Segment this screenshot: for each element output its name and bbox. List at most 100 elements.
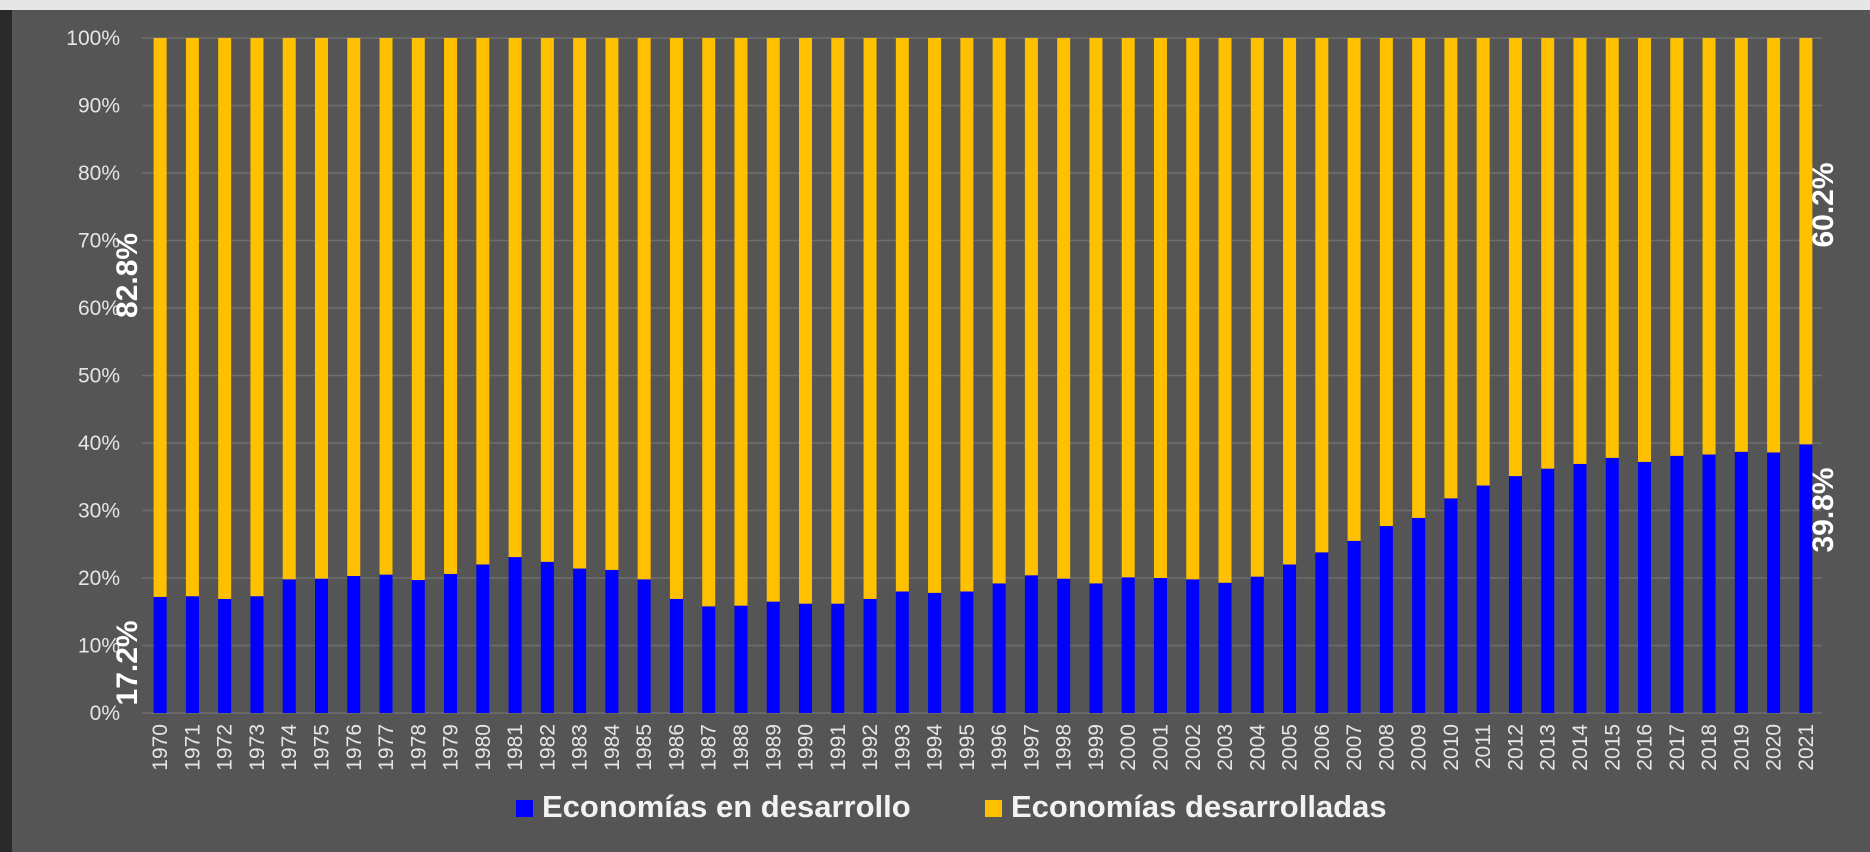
bar-desarrollo: [1476, 485, 1490, 713]
y-tick-label: 40%: [78, 432, 120, 455]
bar-desarrollo: [1218, 582, 1232, 713]
bar-desarrolladas: [347, 38, 361, 576]
callout-last-desarrollo: 39.8%: [1807, 467, 1840, 552]
x-tick-label: 2011: [1472, 724, 1495, 769]
bar-desarrollo: [1412, 517, 1426, 713]
bar-desarrollo: [863, 598, 877, 713]
stacked-bar-chart: 0% 10% 20% 30% 40% 50% 60% 70% 80% 90% 100% 1970 197…: [66, 27, 1840, 824]
x-tick-label: 1996: [988, 724, 1011, 771]
bar-desarrollo: [1283, 564, 1297, 713]
bar-desarrolladas: [1476, 38, 1490, 486]
bar-desarrollo: [314, 578, 328, 713]
bar-desarrollo: [153, 596, 167, 713]
bar-desarrollo: [476, 564, 490, 713]
bar-desarrollo: [960, 591, 974, 713]
x-tick-label: 2004: [1246, 724, 1269, 771]
bar-desarrolladas: [476, 38, 490, 565]
callout-first-desarrollo: 17.2%: [111, 620, 144, 705]
bar-desarrolladas: [1444, 38, 1458, 499]
bar-desarrollo: [1605, 457, 1619, 713]
bar-desarrollo: [734, 605, 748, 713]
legend-label-desarrolladas: Economías desarrolladas: [1011, 789, 1387, 824]
bar-desarrollo: [1315, 552, 1329, 713]
y-tick-label: 70%: [78, 230, 120, 253]
x-tick-label: 1997: [1020, 724, 1043, 771]
x-tick-label: 1974: [278, 724, 301, 771]
bar-desarrollo: [1121, 577, 1135, 713]
bar-desarrollo: [1638, 461, 1652, 713]
bar-desarrollo: [1767, 452, 1781, 713]
bar-desarrolladas: [1638, 38, 1652, 462]
bar-desarrolladas: [669, 38, 683, 599]
bar-desarrolladas: [766, 38, 780, 602]
bar-desarrolladas: [218, 38, 232, 599]
bar-desarrollo: [1347, 540, 1361, 713]
x-tick-label: 2009: [1408, 724, 1431, 771]
bar-desarrolladas: [1508, 38, 1522, 477]
bar-desarrolladas: [1315, 38, 1329, 553]
bar-desarrollo: [1024, 575, 1038, 713]
bar-desarrolladas: [928, 38, 942, 593]
x-tick-label: 2013: [1537, 724, 1560, 771]
bar-desarrollo: [250, 596, 264, 713]
bar-desarrollo: [1702, 454, 1716, 713]
bar-desarrolladas: [1734, 38, 1748, 452]
bar-desarrollo: [1541, 468, 1555, 713]
bar-desarrolladas: [1605, 38, 1619, 458]
x-tick-label: 1991: [827, 724, 850, 771]
bar-desarrollo: [766, 601, 780, 713]
bar-desarrolladas: [1767, 38, 1781, 453]
x-tick-label: 2008: [1375, 724, 1398, 771]
bar-desarrolladas: [1250, 38, 1264, 577]
x-tick-label: 1975: [310, 724, 333, 771]
x-tick-label: 2007: [1343, 724, 1366, 771]
bar-desarrolladas: [379, 38, 393, 575]
bar-desarrolladas: [1412, 38, 1426, 518]
bar-desarrollo: [799, 603, 813, 713]
legend-swatch-desarrollo: [516, 800, 533, 817]
chart-area: 0% 10% 20% 30% 40% 50% 60% 70% 80% 90% 100% 1970 197…: [12, 10, 1870, 852]
bar-desarrolladas: [444, 38, 458, 574]
bar-desarrolladas: [1186, 38, 1200, 580]
x-tick-label: 2003: [1214, 724, 1237, 771]
x-tick-label: 2000: [1117, 724, 1140, 771]
x-tick-label: 1993: [891, 724, 914, 771]
x-tick-label: 2014: [1569, 724, 1592, 771]
x-tick-label: 2010: [1440, 724, 1463, 771]
bar-desarrolladas: [314, 38, 328, 579]
x-tick-label: 1972: [214, 724, 237, 771]
y-tick-label: 60%: [78, 297, 120, 320]
x-tick-label: 1977: [375, 724, 398, 771]
x-tick-label: 1970: [149, 724, 172, 771]
bar-desarrollo: [185, 596, 199, 713]
bar-desarrolladas: [605, 38, 619, 570]
bar-desarrolladas: [1057, 38, 1071, 579]
bar-desarrolladas: [1347, 38, 1361, 541]
x-tick-label: 1984: [601, 724, 624, 771]
x-tick-label: 2018: [1698, 724, 1721, 771]
x-tick-label: 1995: [956, 724, 979, 771]
bar-desarrollo: [1444, 498, 1458, 713]
bar-desarrollo: [444, 573, 458, 713]
x-tick-label: 1998: [1053, 724, 1076, 771]
bar-desarrolladas: [734, 38, 748, 606]
x-tick-label: 1986: [665, 724, 688, 771]
bar-desarrolladas: [831, 38, 845, 604]
x-tick-label: 2012: [1504, 724, 1527, 771]
bar-desarrollo: [831, 603, 845, 713]
x-tick-label: 1983: [569, 724, 592, 771]
bar-desarrolladas: [960, 38, 974, 592]
x-tick-label: 1981: [504, 724, 527, 771]
legend-label-desarrollo: Economías en desarrollo: [542, 789, 911, 824]
bar-desarrollo: [605, 569, 619, 713]
bar-desarrolladas: [1121, 38, 1135, 578]
x-tick-label: 2002: [1182, 724, 1205, 771]
bar-desarrolladas: [1283, 38, 1297, 565]
x-tick-label: 2021: [1795, 724, 1818, 771]
bar-desarrollo: [411, 580, 425, 713]
bar-desarrolladas: [863, 38, 877, 599]
bar-desarrolladas: [895, 38, 909, 592]
bar-desarrollo: [1153, 578, 1167, 713]
bar-desarrolladas: [1024, 38, 1038, 576]
y-tick-label: 100%: [66, 27, 120, 50]
